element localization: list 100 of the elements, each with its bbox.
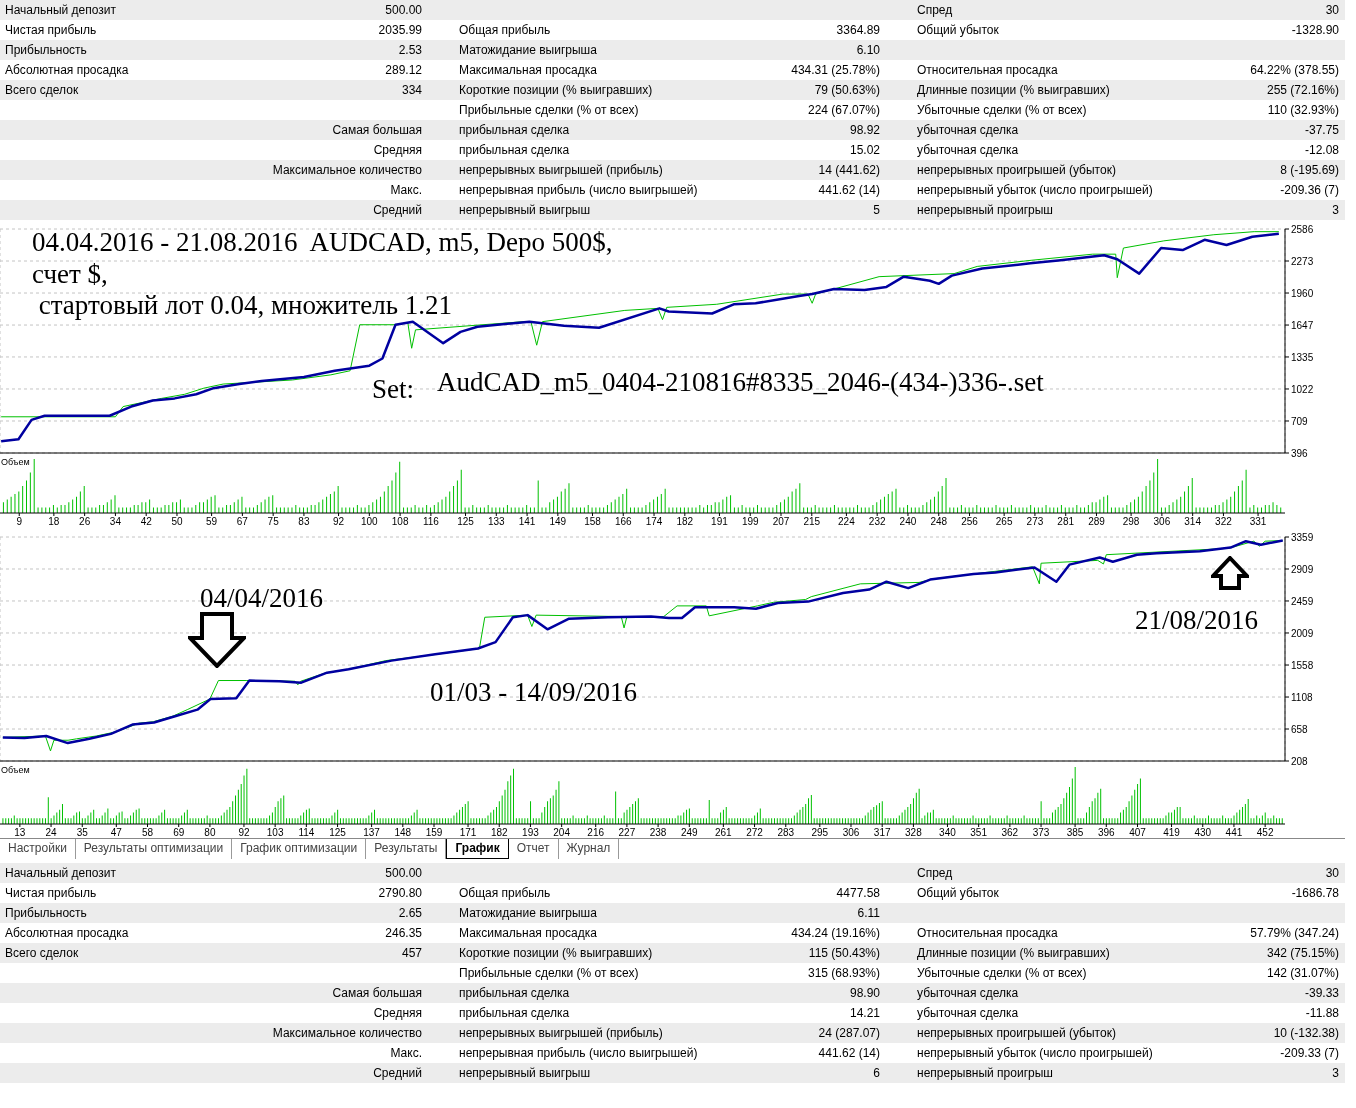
text: Всего сделок	[5, 83, 79, 97]
x-tick-label: 26	[79, 516, 91, 528]
text: 98.92	[849, 123, 880, 137]
x-tick-label: 141	[518, 516, 536, 528]
text: Всего сделок	[5, 946, 79, 960]
text: 3364.89	[836, 23, 880, 37]
text: -209.36 (7)	[1280, 183, 1339, 197]
text: 30	[1325, 3, 1339, 17]
text: 79 (50.63%)	[814, 83, 880, 97]
x-tick-label: 159	[425, 827, 443, 839]
text: -39.33	[1304, 986, 1339, 1000]
text: 434.31 (25.78%)	[791, 63, 880, 77]
text: Убыточные сделки (% от всех)	[917, 103, 1087, 117]
text: 457	[401, 946, 422, 960]
text: -37.75	[1304, 123, 1339, 137]
x-tick-label: 204	[553, 827, 571, 839]
annotation: Объем	[1, 765, 30, 776]
x-tick-label: 322	[1215, 516, 1233, 528]
text: 10 (-132.38)	[1273, 1026, 1339, 1040]
x-tick-label: 298	[1122, 516, 1140, 528]
text: непрерывных проигрышей (убыток)	[917, 1026, 1116, 1040]
text: Относительная просадка	[917, 926, 1058, 940]
x-tick-label: 248	[930, 516, 948, 528]
x-tick-label: 191	[711, 516, 729, 528]
text: убыточная сделка	[917, 1006, 1019, 1020]
text: 289.12	[385, 63, 422, 77]
y-tick-label: 2009	[1291, 627, 1314, 639]
text: Спред	[917, 866, 953, 880]
text: 6.11	[857, 906, 880, 920]
text: непрерывных выигрышей (прибыль)	[459, 1026, 663, 1040]
y-tick-label: 1960	[1291, 287, 1314, 299]
x-tick-label: 9	[16, 516, 23, 528]
text: Максимальная просадка	[459, 63, 597, 77]
text: непрерывный проигрыш	[917, 203, 1053, 217]
x-tick-label: 362	[1001, 827, 1019, 839]
text: Короткие позиции (% выигравших)	[459, 83, 653, 97]
x-tick-label: 351	[970, 827, 988, 839]
x-tick-label: 116	[422, 516, 440, 528]
y-tick-label: 1022	[1291, 383, 1314, 395]
text: 3	[1332, 203, 1339, 217]
text: Общий убыток	[917, 886, 999, 900]
x-tick-label: 92	[238, 827, 250, 839]
y-tick-label: 2273	[1291, 255, 1314, 267]
annotation: Set:	[372, 374, 415, 405]
x-tick-label: 441	[1225, 827, 1243, 839]
category-label: Результаты	[366, 839, 447, 859]
x-tick-label: 182	[490, 827, 509, 839]
text: Прибыльные сделки (% от всех)	[459, 103, 639, 117]
text: прибыльная сделка	[459, 1006, 570, 1020]
text: Средний	[373, 1066, 422, 1080]
x-tick-label: 34	[109, 516, 122, 528]
text: Абсолютная просадка	[5, 63, 129, 77]
category-label: Журнал	[558, 839, 620, 859]
y-tick-label: 1558	[1291, 659, 1314, 671]
x-tick-label: 385	[1066, 827, 1084, 839]
text: Убыточные сделки (% от всех)	[917, 966, 1087, 980]
text: -11.88	[1305, 1006, 1339, 1020]
text: -1686.78	[1291, 886, 1339, 900]
text: 500.00	[385, 3, 422, 17]
x-tick-label: 149	[549, 516, 567, 528]
text: 315 (68.93%)	[807, 966, 880, 980]
text: Абсолютная просадка	[5, 926, 129, 940]
text: -1328.90	[1291, 23, 1339, 37]
x-tick-label: 227	[618, 827, 636, 839]
x-tick-label: 35	[76, 827, 89, 839]
text: Общая прибыль	[459, 886, 551, 900]
annotation: 04/04/2016	[200, 583, 324, 614]
text: 98.90	[849, 986, 880, 1000]
text: непрерывная прибыль (число выигрышей)	[459, 183, 698, 197]
x-tick-label: 50	[171, 516, 183, 528]
x-tick-label: 171	[459, 827, 477, 839]
text: Прибыльность	[5, 43, 87, 57]
text: 441.62 (14)	[818, 183, 880, 197]
x-tick-label: 137	[363, 827, 381, 839]
category-label: Настройки	[0, 839, 76, 859]
category-label: Отчет	[508, 839, 559, 859]
text: Короткие позиции (% выигравших)	[459, 946, 653, 960]
text: Макс.	[390, 183, 422, 197]
annotation: 21/08/2016	[1135, 605, 1259, 636]
text: 14.21	[849, 1006, 880, 1020]
x-tick-label: 108	[391, 516, 409, 528]
text: Самая большая	[332, 986, 422, 1000]
text: Начальный депозит	[5, 3, 116, 17]
x-tick-label: 306	[842, 827, 860, 839]
text: 434.24 (19.16%)	[791, 926, 880, 940]
x-tick-label: 249	[680, 827, 699, 839]
text: 6.10	[856, 43, 880, 57]
annotation: стартовый лот 0.04, множитель 1.21	[37, 290, 452, 321]
x-tick-label: 24	[45, 827, 58, 839]
x-tick-label: 13	[14, 827, 26, 839]
text: 342 (75.15%)	[1266, 946, 1339, 960]
text: Общий убыток	[917, 23, 999, 37]
x-tick-label: 265	[995, 516, 1013, 528]
text: 334	[401, 83, 422, 97]
text: Длинные позиции (% выигравших)	[917, 83, 1110, 97]
x-tick-label: 419	[1163, 827, 1181, 839]
category-label: График оптимизации	[232, 839, 367, 859]
text: 4477.58	[836, 886, 880, 900]
text: 57.79% (347.24)	[1250, 926, 1339, 940]
text: убыточная сделка	[917, 986, 1019, 1000]
